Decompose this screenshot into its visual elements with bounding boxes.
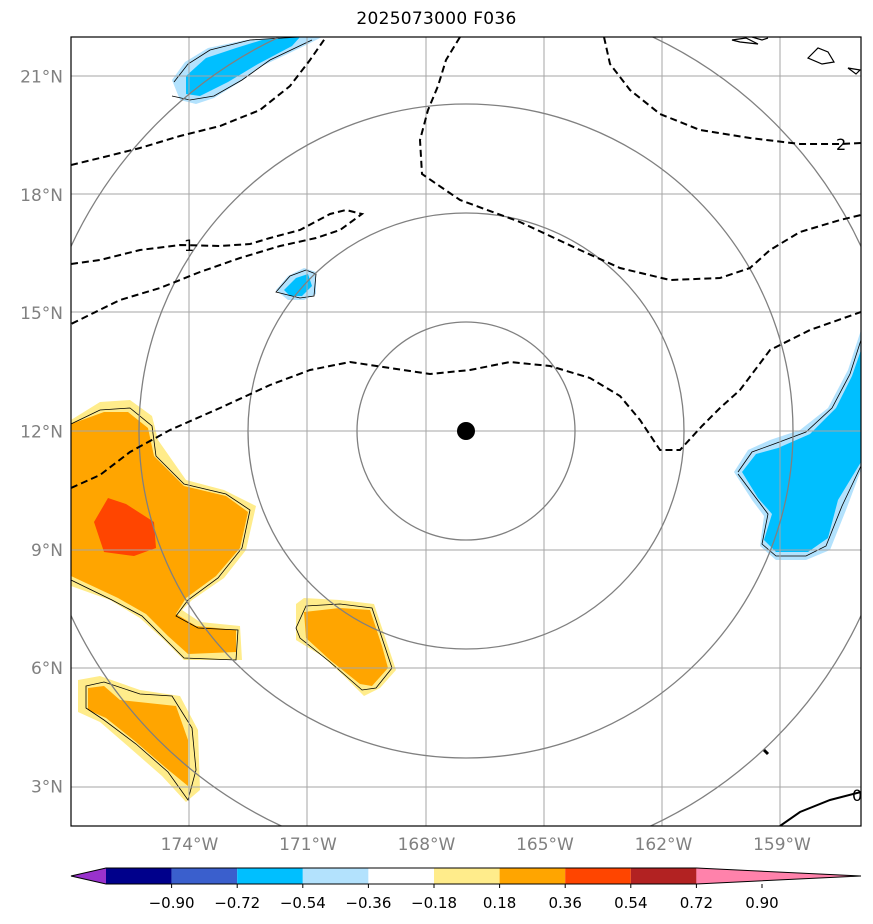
lat-tick-label: 21°N (20, 67, 63, 87)
lat-tick-label: 12°N (20, 423, 63, 443)
lon-tick-label: 162°W (635, 835, 693, 855)
lon-tick-label: 159°W (753, 835, 811, 855)
map-title: 2025073000 F036 (356, 9, 517, 29)
plot-frame (70, 36, 862, 827)
colorbar-segment (302, 868, 369, 884)
colorbar-tick-label: 0.36 (548, 894, 581, 912)
lat-tick-label: 6°N (31, 659, 63, 679)
colorbar-tick-label: −0.72 (214, 894, 260, 912)
lon-tick-label: 174°W (161, 835, 219, 855)
map-plot-area (71, 37, 861, 826)
anomaly-fill-blue-small (275, 268, 317, 300)
latitude-labels: 21°N 18°N 15°N 12°N 9°N 6°N 3°N (20, 67, 63, 797)
colorbar-outline (70, 867, 862, 885)
contour-label-2: 2 (836, 135, 846, 154)
coastlines (731, 37, 861, 756)
lon-tick-label: 165°W (516, 835, 574, 855)
colorbar-segment (237, 868, 303, 884)
solid-contour (779, 791, 861, 826)
lat-tick-label: 15°N (20, 304, 63, 324)
colorbar-tick-label: −0.54 (280, 894, 326, 912)
dashed-contours (71, 37, 861, 489)
colorbar-segment (630, 868, 697, 884)
colorbar-segment (696, 868, 861, 884)
lat-tick-label: 3°N (31, 778, 63, 798)
longitude-labels: 174°W 171°W 168°W 165°W 162°W 159°W (161, 835, 811, 855)
contour-label-0: 0 (852, 786, 862, 805)
anomaly-fill-orange-southwest (78, 676, 200, 802)
anomaly-fill-light-blue-nw (171, 37, 322, 104)
colorbar-segment (499, 868, 566, 884)
colorbar-tick-label: −0.18 (411, 894, 457, 912)
colorbar-segment (71, 868, 106, 884)
storm-center-marker (457, 422, 475, 440)
lat-tick-label: 9°N (31, 541, 63, 561)
colorbar-tick-label: 0.72 (680, 894, 713, 912)
lat-tick-label: 18°N (20, 186, 63, 206)
colorbar-tick-label: −0.36 (345, 894, 391, 912)
lon-tick-label: 171°W (279, 835, 337, 855)
colorbar-tick-label: 0.18 (483, 894, 516, 912)
colorbar-segment (434, 868, 500, 884)
colorbar-segment (171, 868, 238, 884)
colorbar-tick-label: 0.90 (745, 894, 778, 912)
colorbar-segment (106, 868, 172, 884)
colorbar-segment (565, 868, 631, 884)
colorbar-segment (368, 868, 434, 884)
colorbar-tick-label: 0.54 (614, 894, 647, 912)
contour-label-1: 1 (184, 236, 194, 255)
range-rings (71, 37, 861, 826)
anomaly-fill-blue-east (734, 330, 861, 560)
lon-tick-label: 168°W (398, 835, 456, 855)
anomaly-fill-orange-west (71, 400, 256, 661)
colorbar-tick-label: −0.90 (149, 894, 195, 912)
colorbar: −0.90 −0.72 −0.54 −0.36 −0.18 0.18 0.36 0.54 0.7… (70, 867, 862, 912)
